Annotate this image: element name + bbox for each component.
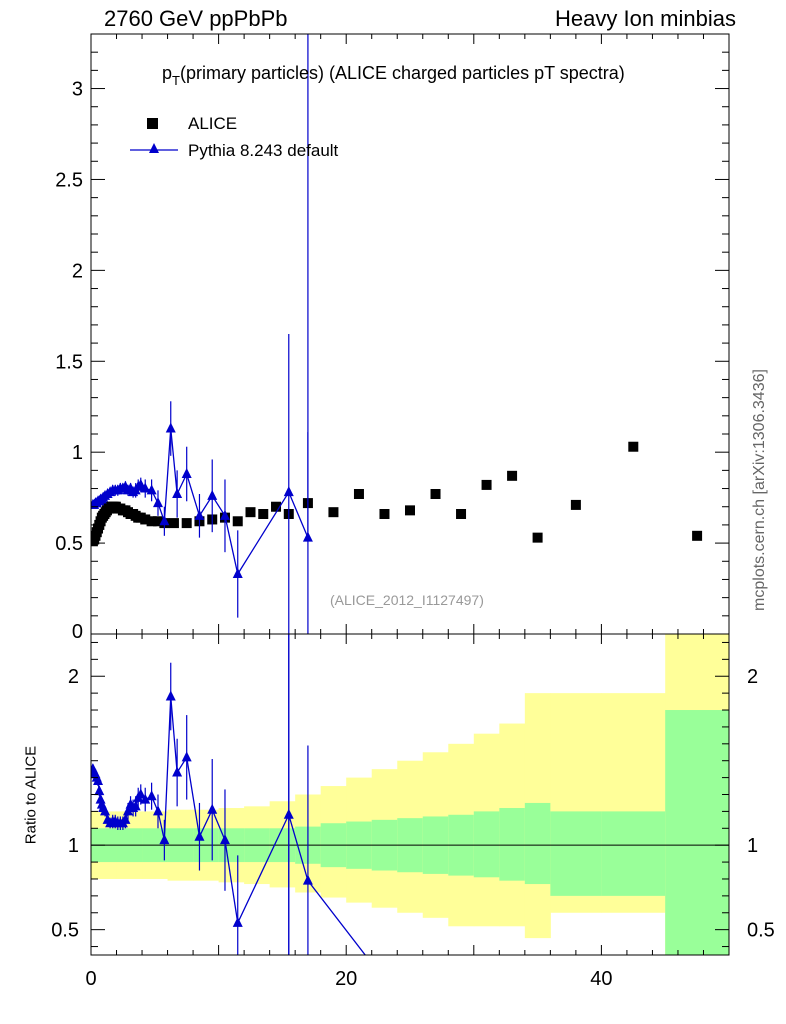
alice-point bbox=[152, 516, 163, 527]
pythia-point bbox=[194, 509, 205, 520]
y-tick-label: 2 bbox=[72, 260, 83, 282]
alice-point bbox=[456, 509, 467, 519]
alice-point bbox=[181, 518, 192, 529]
alice-point bbox=[271, 501, 282, 512]
pythia-point bbox=[165, 422, 176, 433]
ratio-point bbox=[94, 785, 105, 796]
x-tick-label: 0 bbox=[85, 968, 96, 990]
title-rest: (primary particles) (ALICE charged parti… bbox=[179, 63, 625, 83]
main-panel-data bbox=[91, 34, 703, 634]
y-tick-label: 3 bbox=[72, 79, 83, 101]
pythia-point bbox=[152, 497, 163, 508]
ratio-point bbox=[100, 805, 111, 816]
pythia-point bbox=[207, 489, 218, 500]
pythia-line bbox=[92, 428, 309, 576]
inner-band-bin bbox=[550, 811, 602, 896]
header-right: Heavy Ion minbias bbox=[555, 6, 736, 31]
legend-alice-label: ALICE bbox=[188, 114, 238, 133]
header-left: 2760 GeV ppPbPb bbox=[104, 6, 288, 31]
alice-point bbox=[232, 516, 243, 527]
pythia-point bbox=[135, 478, 146, 489]
alice-point bbox=[146, 516, 157, 527]
ratio-point bbox=[152, 805, 163, 816]
alice-point bbox=[245, 507, 256, 518]
alice-point bbox=[168, 518, 179, 529]
x-tick-label: 20 bbox=[335, 968, 357, 990]
y-tick-label: 0.5 bbox=[55, 533, 83, 555]
ratio-y-tick-label-right: 0.5 bbox=[747, 920, 775, 942]
ratio-point bbox=[93, 774, 104, 785]
alice-point bbox=[628, 441, 639, 452]
y-tick-label: 1.5 bbox=[55, 351, 83, 373]
ratio-y-tick-label-right: 1 bbox=[747, 835, 758, 857]
ratio-point bbox=[159, 834, 170, 845]
inner-band-bin bbox=[499, 808, 526, 881]
ratio-point bbox=[172, 766, 183, 777]
y-tick-label: 2.5 bbox=[55, 169, 83, 191]
ratio-panel-data bbox=[91, 634, 367, 955]
ratio-point bbox=[207, 803, 218, 814]
side-label: mcplots.cern.ch [arXiv:1306.3436] bbox=[751, 369, 768, 611]
ratio-point bbox=[95, 793, 106, 804]
ratio-axis-label: Ratio to ALICE bbox=[22, 745, 40, 845]
ratio-point bbox=[146, 790, 157, 801]
pythia-point bbox=[146, 484, 157, 495]
axes-layer: 0 20 40 0.5 1 1.5 2 2.5 3 0 0.5 0.5 1 1 2 2 bbox=[51, 33, 775, 990]
title-main: p bbox=[162, 63, 173, 83]
ratio-point bbox=[135, 788, 146, 799]
legend-pythia-label: Pythia 8.243 default bbox=[188, 141, 339, 160]
ratio-y-tick-label-right: 2 bbox=[747, 666, 758, 688]
legend-pythia-marker bbox=[149, 143, 159, 153]
ratio-point bbox=[302, 874, 313, 885]
ratio-point bbox=[165, 690, 176, 701]
alice-point bbox=[570, 499, 581, 510]
inner-band-bin bbox=[524, 802, 551, 885]
y-tick-label: 1 bbox=[72, 442, 83, 464]
alice-point bbox=[328, 507, 339, 518]
pythia-point bbox=[172, 488, 183, 498]
pythia-point bbox=[232, 568, 243, 578]
ratio-y-tick-label-left: 1 bbox=[68, 835, 79, 857]
inner-band-bin bbox=[473, 811, 500, 878]
ratio-point bbox=[219, 834, 230, 845]
alice-point bbox=[430, 489, 441, 499]
plot-title: pT(primary particles) (ALICE charged par… bbox=[162, 63, 625, 88]
alice-point bbox=[481, 479, 492, 490]
alice-point bbox=[692, 530, 703, 541]
alice-point bbox=[258, 509, 269, 519]
ratio-point bbox=[140, 793, 151, 804]
ratio-point bbox=[181, 751, 192, 762]
pythia-point bbox=[219, 509, 230, 520]
x-tick-label: 40 bbox=[590, 968, 612, 990]
alice-point bbox=[405, 505, 415, 516]
ratio-point bbox=[120, 813, 131, 824]
title-sub: T bbox=[172, 73, 180, 88]
pythia-point bbox=[159, 515, 170, 526]
pythia-point bbox=[283, 486, 294, 497]
inner-band-bin bbox=[601, 811, 666, 896]
pythia-point bbox=[181, 468, 192, 478]
alice-point bbox=[353, 489, 364, 499]
pythia-point bbox=[140, 482, 151, 493]
y-tick-label-zero: 0 bbox=[72, 621, 83, 643]
ratio-y-tick-label-left: 0.5 bbox=[51, 920, 79, 942]
alice-point bbox=[507, 470, 518, 481]
ratio-point bbox=[232, 916, 243, 927]
legend-alice-marker bbox=[147, 118, 158, 129]
reference-label: (ALICE_2012_I1127497) bbox=[330, 592, 484, 608]
ratio-point bbox=[194, 830, 205, 841]
main-frame bbox=[90, 33, 730, 635]
alice-point bbox=[532, 532, 543, 543]
ratio-y-tick-label-left: 2 bbox=[68, 666, 79, 688]
inner-band-bin bbox=[665, 710, 729, 955]
alice-point bbox=[379, 509, 390, 519]
alice-point bbox=[140, 514, 151, 525]
